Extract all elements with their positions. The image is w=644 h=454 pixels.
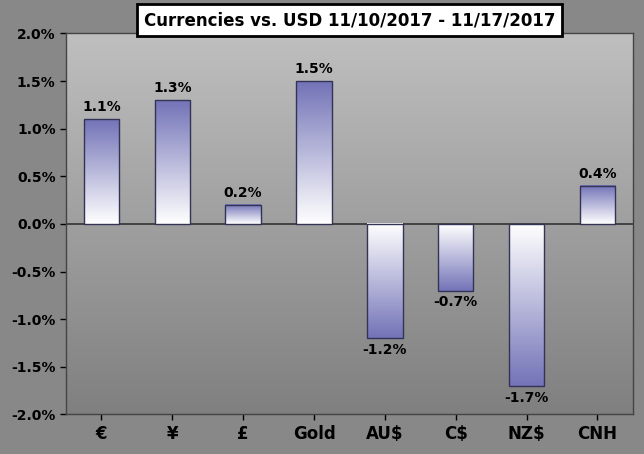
Bar — [580, 186, 615, 224]
Bar — [225, 205, 261, 224]
Bar — [296, 81, 332, 224]
Bar — [84, 119, 119, 224]
Title: Currencies vs. USD 11/10/2017 - 11/17/2017: Currencies vs. USD 11/10/2017 - 11/17/20… — [144, 11, 555, 29]
Text: -0.7%: -0.7% — [433, 296, 478, 310]
Text: 1.1%: 1.1% — [82, 100, 121, 114]
Bar — [367, 224, 402, 338]
Bar — [438, 224, 473, 291]
Bar — [155, 100, 190, 224]
Text: -1.2%: -1.2% — [363, 343, 407, 357]
Text: 0.2%: 0.2% — [224, 186, 263, 200]
Text: 0.4%: 0.4% — [578, 167, 617, 181]
Text: 1.5%: 1.5% — [295, 62, 334, 76]
Bar — [509, 224, 544, 386]
Text: -1.7%: -1.7% — [504, 390, 549, 405]
Text: 1.3%: 1.3% — [153, 81, 192, 95]
